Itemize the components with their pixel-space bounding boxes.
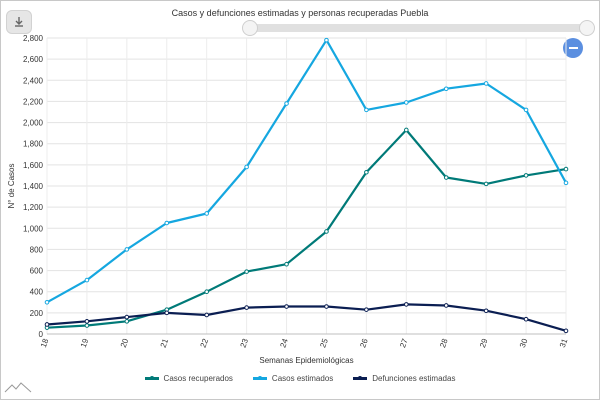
x-tick-label: 23 (239, 337, 251, 349)
data-point[interactable] (443, 175, 449, 180)
legend-item-estimados[interactable]: Casos estimados (252, 374, 334, 383)
data-point[interactable] (244, 269, 249, 274)
data-point[interactable] (404, 302, 409, 307)
x-tick-label: 19 (79, 337, 91, 349)
data-point[interactable] (44, 299, 50, 305)
data-point[interactable] (324, 304, 329, 309)
y-tick-label: 2,400 (23, 76, 44, 85)
range-slider-handle-right[interactable] (579, 20, 595, 36)
series-lines (46, 39, 567, 332)
chart-title: Casos y defunciones estimadas y personas… (171, 8, 429, 18)
series-points (44, 37, 569, 334)
data-point[interactable] (124, 247, 130, 252)
legend-label: Defunciones estimadas (372, 374, 456, 383)
y-tick-label: 1,400 (23, 182, 44, 191)
data-point[interactable] (204, 211, 209, 216)
data-point[interactable] (483, 308, 489, 314)
data-point[interactable] (44, 322, 50, 327)
series-line (46, 303, 567, 332)
legend-label: Casos recuperados (163, 374, 233, 383)
data-point[interactable] (523, 173, 529, 178)
x-tick-label: 18 (39, 337, 51, 349)
data-point[interactable] (84, 277, 90, 283)
y-axis-ticks: 0 200 400 600 800 1,000 1,200 1,400 1,600 1,800 2,… (23, 34, 44, 339)
x-tick-label: 21 (159, 337, 171, 349)
data-point[interactable] (164, 310, 170, 316)
y-tick-label: 1,000 (23, 224, 44, 233)
data-point[interactable] (483, 81, 489, 86)
range-slider-track[interactable] (247, 24, 587, 32)
data-point[interactable] (244, 305, 249, 310)
data-point[interactable] (563, 180, 569, 186)
y-axis-title: N° de Casos (7, 164, 16, 209)
data-point[interactable] (284, 304, 289, 309)
x-tick-label: 28 (438, 337, 450, 349)
data-point[interactable] (204, 312, 209, 318)
data-point[interactable] (164, 220, 170, 226)
x-axis-ticks: 18 19 20 21 22 23 24 25 26 27 28 29 30 31 (39, 337, 570, 349)
data-point[interactable] (404, 100, 409, 105)
y-tick-label: 0 (39, 330, 44, 339)
data-point[interactable] (284, 101, 289, 106)
x-tick-label: 24 (278, 337, 290, 349)
range-slider-handle-left[interactable] (242, 20, 258, 36)
data-point[interactable] (523, 316, 529, 322)
data-point[interactable] (84, 319, 90, 324)
x-tick-label: 25 (318, 337, 330, 349)
minus-icon (568, 47, 578, 49)
data-point[interactable] (364, 169, 369, 175)
y-tick-label: 400 (30, 288, 44, 297)
y-tick-label: 600 (30, 267, 44, 276)
y-tick-label: 2,200 (23, 97, 44, 106)
legend-label: Casos estimados (271, 374, 334, 383)
data-point[interactable] (84, 323, 90, 328)
y-tick-label: 200 (30, 309, 44, 318)
x-axis-title: Semanas Epidemiológicas (259, 356, 353, 365)
data-point[interactable] (324, 37, 329, 43)
data-point[interactable] (124, 314, 130, 320)
data-point[interactable] (244, 164, 249, 170)
x-tick-label: 29 (478, 337, 490, 349)
x-tick-label: 31 (558, 337, 570, 349)
legend-item-recuperados[interactable]: Casos recuperados (144, 374, 233, 383)
data-point[interactable] (483, 181, 489, 187)
y-tick-label: 2,600 (23, 55, 44, 64)
y-tick-label: 1,600 (23, 161, 44, 170)
download-icon (15, 17, 23, 27)
y-tick-label: 800 (30, 245, 44, 254)
legend: Casos recuperados Casos estimados Defunc… (0, 374, 600, 383)
series-line (46, 39, 567, 304)
legend-swatch (252, 375, 267, 380)
x-tick-label: 20 (119, 337, 131, 349)
data-point[interactable] (204, 289, 209, 295)
y-tick-label: 2,000 (23, 119, 44, 128)
x-tick-label: 22 (199, 337, 211, 349)
x-tick-label: 26 (358, 337, 370, 349)
data-point[interactable] (364, 307, 369, 312)
y-tick-label: 1,200 (23, 203, 44, 212)
x-tick-label: 30 (518, 337, 530, 349)
legend-item-defunciones[interactable]: Defunciones estimadas (353, 374, 455, 383)
data-point[interactable] (443, 86, 449, 92)
data-point[interactable] (284, 261, 289, 267)
data-point[interactable] (443, 303, 449, 308)
y-tick-label: 1,800 (23, 140, 44, 149)
data-point[interactable] (324, 229, 329, 234)
data-point[interactable] (563, 328, 569, 334)
legend-swatch (144, 375, 159, 380)
series-line (46, 128, 567, 329)
mountain-logo-icon (4, 382, 32, 393)
data-point[interactable] (523, 107, 529, 113)
data-point[interactable] (404, 127, 409, 133)
data-point[interactable] (364, 107, 369, 113)
y-tick-label: 2,800 (23, 34, 44, 43)
zoom-out-button[interactable] (563, 38, 583, 58)
download-button[interactable] (6, 10, 32, 34)
data-point[interactable] (124, 319, 130, 324)
legend-swatch (353, 375, 368, 380)
x-tick-label: 27 (398, 337, 410, 349)
data-point[interactable] (563, 166, 569, 172)
